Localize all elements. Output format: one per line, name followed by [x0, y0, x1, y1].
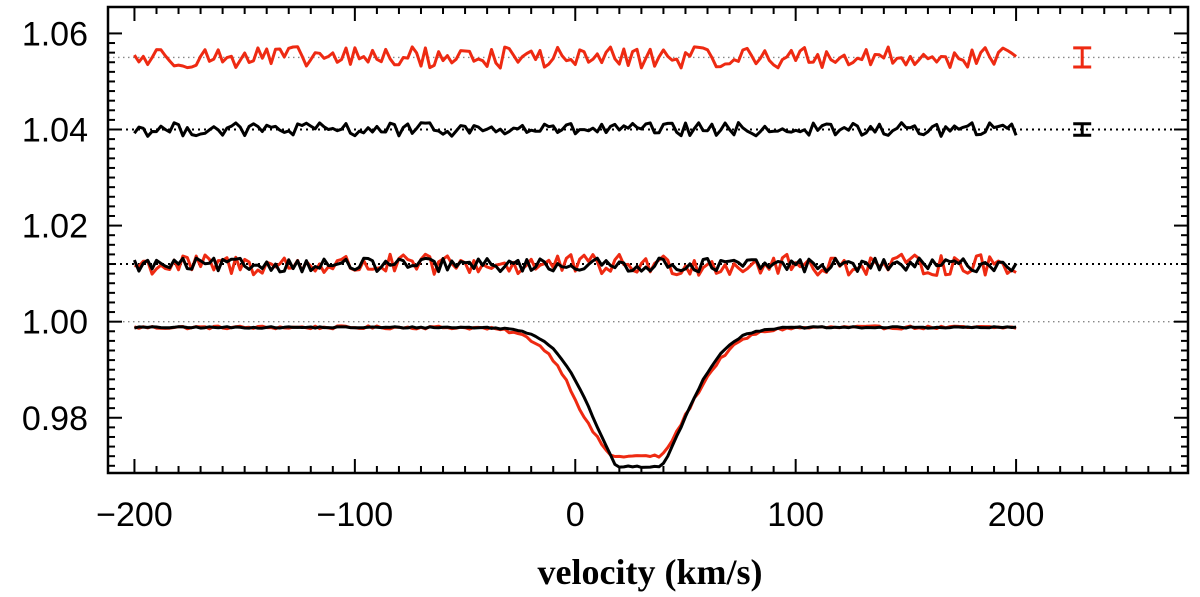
axis-ticks [108, 7, 1188, 473]
y-tick-label: 1.06 [22, 15, 88, 53]
red-residual-low-line [134, 252, 1017, 277]
x-axis-title: velocity (km/s) [538, 552, 763, 592]
x-tick-label: 200 [988, 496, 1045, 534]
x-tick-label: 0 [566, 496, 585, 534]
x-tick-label: 100 [767, 496, 824, 534]
red-residual-high-line [133, 45, 1017, 70]
y-tick-label: 0.98 [22, 400, 88, 438]
black-residual-low-line [133, 256, 1018, 274]
reference-lines [108, 56, 1188, 323]
x-tick-label: −100 [317, 496, 394, 534]
series-layer [133, 45, 1018, 469]
red-error-bar [1073, 46, 1092, 69]
red-profile-line [133, 324, 1017, 459]
y-tick-label: 1.02 [22, 208, 88, 246]
y-tick-label: 1.04 [22, 112, 88, 150]
x-tick-labels: −200 −100 0 100 200 [96, 496, 1044, 534]
black-profile-line [134, 325, 1017, 469]
y-tick-label: 1.00 [22, 304, 88, 342]
x-tick-label: −200 [96, 496, 173, 534]
black-error-bar [1073, 122, 1092, 137]
error-bars [1073, 46, 1092, 137]
plot-frame [106, 5, 1190, 475]
black-residual-high-line [133, 121, 1018, 138]
y-tick-labels: 0.98 1.00 1.02 1.04 1.06 [22, 15, 88, 437]
